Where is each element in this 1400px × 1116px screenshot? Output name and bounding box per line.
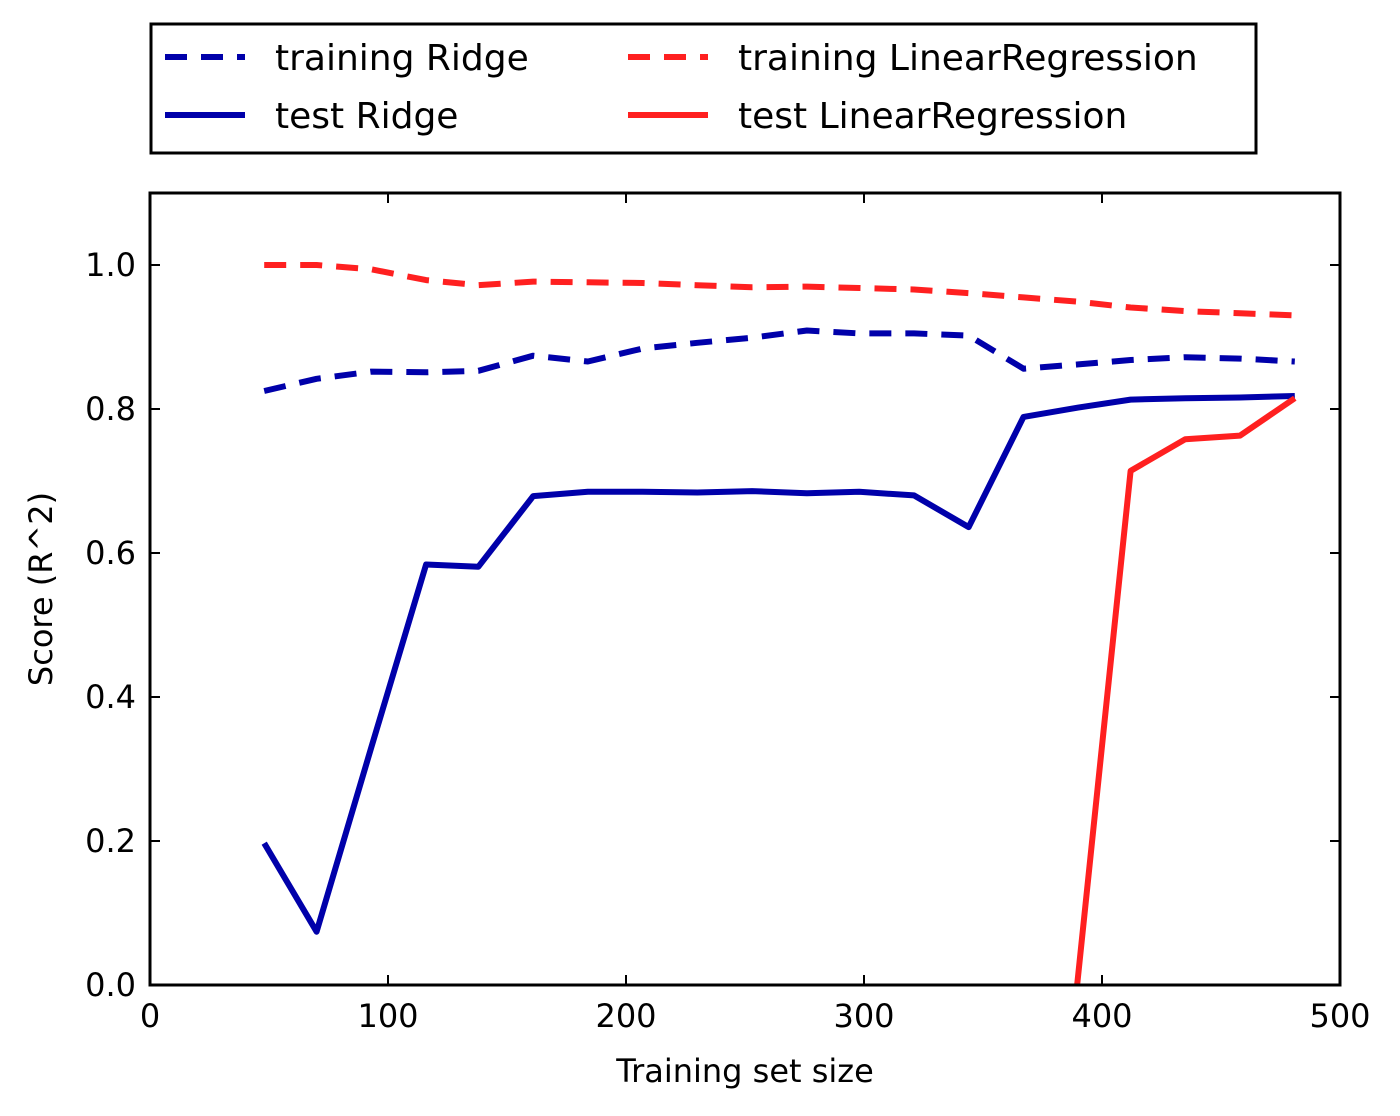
legend-label-test-linearregression: test LinearRegression xyxy=(738,96,1127,137)
series-line-test-linearregression xyxy=(1074,395,1297,985)
x-tick-label: 500 xyxy=(1309,997,1370,1035)
x-tick-label: 400 xyxy=(1071,997,1132,1035)
x-tick-label: 200 xyxy=(595,997,656,1035)
legend-label-test-ridge: test Ridge xyxy=(275,96,458,137)
y-tick-label: 0.2 xyxy=(85,822,136,860)
y-axis-label: Score (R^2) xyxy=(22,492,60,686)
y-tick-label: 0.6 xyxy=(85,534,136,572)
y-tick-label: 0.4 xyxy=(85,678,136,716)
y-tick-label: 0.0 xyxy=(85,966,136,1004)
legend: training Ridge training LinearRegression t… xyxy=(149,22,1258,155)
series-line-training-linearregression xyxy=(264,262,1295,319)
legend-label-training-linearregression: training LinearRegression xyxy=(738,38,1198,79)
x-tick-label: 300 xyxy=(833,997,894,1035)
plot-frame xyxy=(148,191,1342,987)
x-axis-label: Training set size xyxy=(615,1052,874,1090)
x-tick-label: 100 xyxy=(357,997,418,1035)
x-tick-label: 0 xyxy=(140,997,160,1035)
legend-label-training-ridge: training Ridge xyxy=(275,38,529,79)
series-line-training-ridge xyxy=(263,327,1295,394)
plot-area xyxy=(150,193,1340,985)
y-tick-label: 0.8 xyxy=(85,390,136,428)
series-line-test-ridge xyxy=(261,393,1295,935)
y-tick-label: 1.0 xyxy=(85,246,136,284)
legend-box xyxy=(149,22,1258,155)
